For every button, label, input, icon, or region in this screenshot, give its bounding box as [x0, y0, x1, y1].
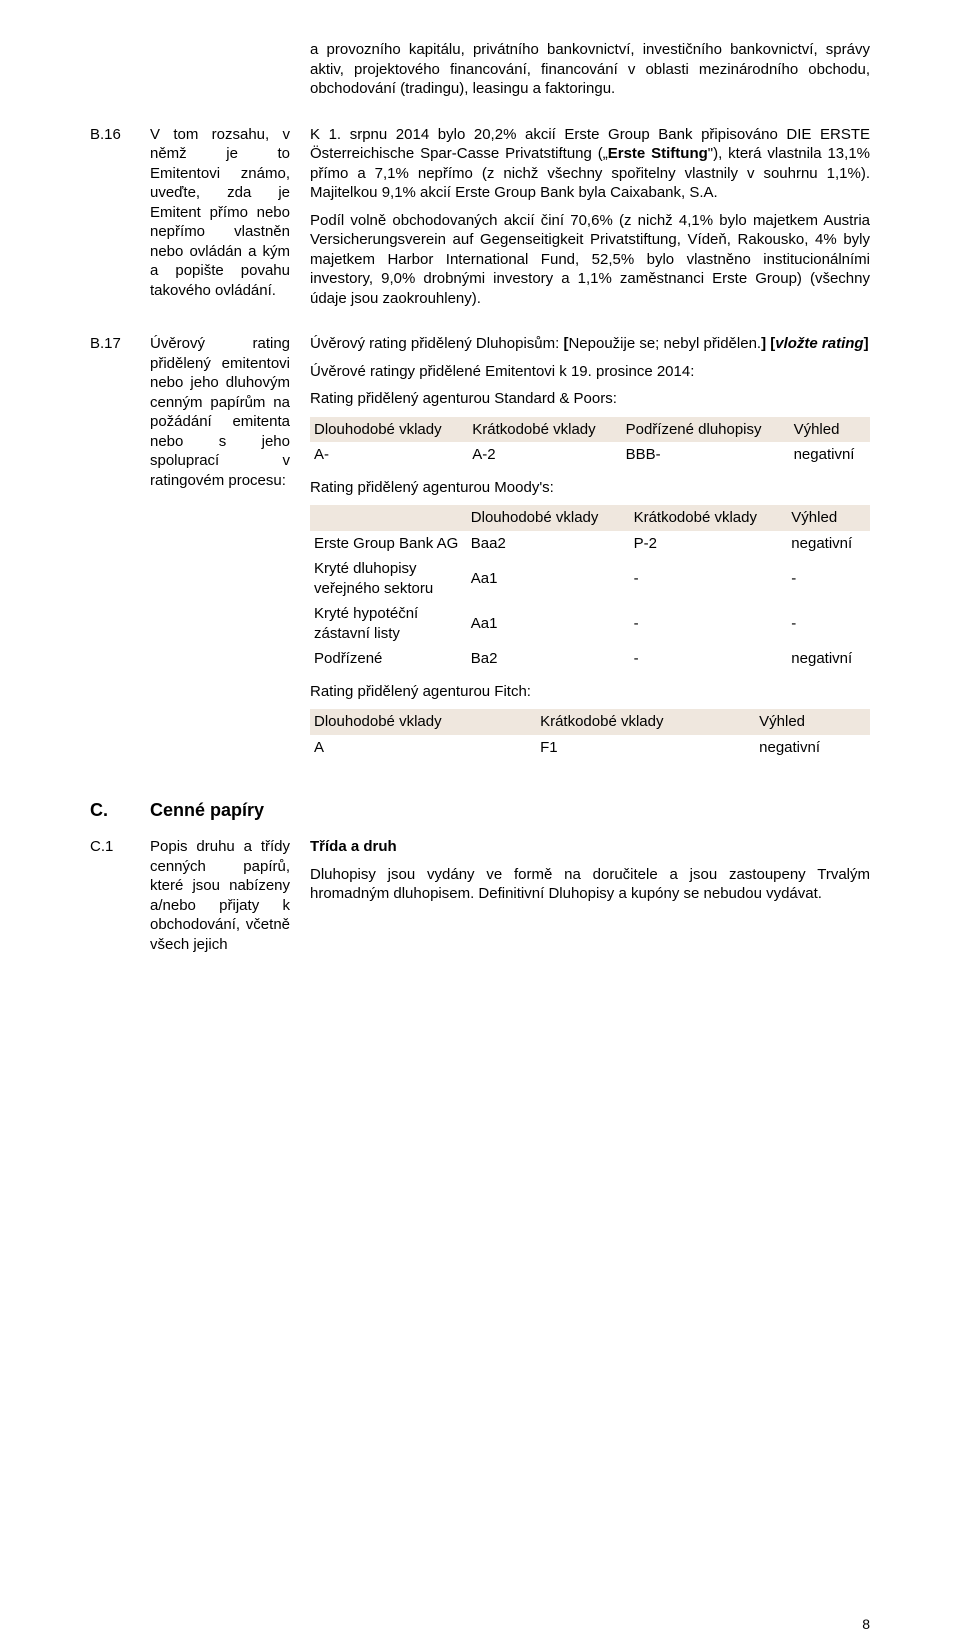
table-row: A F1 negativní: [310, 735, 870, 761]
c1-heading: Třída a druh: [310, 837, 870, 857]
b16-para1-bold: Erste Stiftung: [608, 145, 708, 162]
b17-label: Úvěrový rating přidělený emitentovi nebo…: [150, 334, 310, 490]
m-h1: Dlouhodobé vklady: [467, 505, 630, 531]
table-row: Kryté hypotéční zástavní listy Aa1 - -: [310, 601, 870, 646]
sp-h2: Podřízené dluhopisy: [622, 417, 790, 443]
section-c-title: Cenné papíry: [150, 800, 264, 820]
m-r1c3: -: [787, 556, 870, 601]
f-c2: negativní: [755, 735, 870, 761]
m-r2c2: -: [630, 601, 788, 646]
table-row: A- A-2 BBB- negativní: [310, 442, 870, 468]
c1-label: Popis druhu a třídy cenných papírů, kter…: [150, 837, 310, 954]
b17-line1-italic: vložte rating: [775, 335, 863, 352]
m-r0c1: Baa2: [467, 531, 630, 557]
c1-label-text: Popis druhu a třídy cenných papírů, kter…: [150, 837, 290, 954]
sp-h1: Krátkodobé vklady: [468, 417, 621, 443]
f-h2: Výhled: [755, 709, 870, 735]
b16-row: B.16 V tom rozsahu, v němž je to Emitent…: [90, 125, 870, 317]
m-r1c2: -: [630, 556, 788, 601]
c1-content: Třída a druh Dluhopisy jsou vydány ve fo…: [310, 837, 870, 912]
sp-h3: Výhled: [790, 417, 870, 443]
table-header-row: Dlouhodobé vklady Krátkodobé vklady Výhl…: [310, 709, 870, 735]
b16-content: K 1. srpnu 2014 bylo 20,2% akcií Erste G…: [310, 125, 870, 317]
sp-c2: BBB-: [622, 442, 790, 468]
m-r0c0: Erste Group Bank AG: [310, 531, 467, 557]
b17-line1-pre: Úvěrový rating přidělený Dluhopisům:: [310, 335, 563, 352]
b17-moodys-heading: Rating přidělený agenturou Moody's:: [310, 478, 870, 498]
sp-h0: Dlouhodobé vklady: [310, 417, 468, 443]
m-h2: Krátkodobé vklady: [630, 505, 788, 531]
table-header-row: Dlouhodobé vklady Krátkodobé vklady Výhl…: [310, 505, 870, 531]
section-c-heading: C.Cenné papíry: [90, 800, 870, 821]
b17-line1: Úvěrový rating přidělený Dluhopisům: [ Ne…: [310, 334, 870, 354]
c1-marker: C.1: [90, 837, 150, 857]
intro-paragraph: a provozního kapitálu, privátního bankov…: [310, 40, 870, 99]
sp-c0: A-: [310, 442, 468, 468]
m-r2c1: Aa1: [467, 601, 630, 646]
m-r0c2: P-2: [630, 531, 788, 557]
m-r3c3: negativní: [787, 646, 870, 672]
m-r2c3: -: [787, 601, 870, 646]
sp-c1: A-2: [468, 442, 621, 468]
f-h0: Dlouhodobé vklady: [310, 709, 536, 735]
b16-label: V tom rozsahu, v němž je to Emitentovi z…: [150, 125, 310, 301]
table-header-row: Dlouhodobé vklady Krátkodobé vklady Podř…: [310, 417, 870, 443]
m-r3c0: Podřízené: [310, 646, 467, 672]
intro-content: a provozního kapitálu, privátního bankov…: [310, 40, 870, 107]
table-row: Podřízené Ba2 - negativní: [310, 646, 870, 672]
b17-line2: Úvěrové ratingy přidělené Emitentovi k 1…: [310, 362, 870, 382]
c1-row: C.1 Popis druhu a třídy cenných papírů, …: [90, 837, 870, 954]
intro-row: a provozního kapitálu, privátního bankov…: [90, 40, 870, 107]
b17-sp-heading: Rating přidělený agenturou Standard & Po…: [310, 389, 870, 409]
table-row: Kryté dluhopisy veřejného sektoru Aa1 - …: [310, 556, 870, 601]
b17-label-text: Úvěrový rating přidělený emitentovi nebo…: [150, 334, 290, 490]
m-r3c2: -: [630, 646, 788, 672]
m-r2c0: Kryté hypotéční zástavní listy: [310, 601, 467, 646]
c1-para: Dluhopisy jsou vydány ve formě na doruči…: [310, 865, 870, 904]
moodys-table: Dlouhodobé vklady Krátkodobé vklady Výhl…: [310, 505, 870, 672]
m-r1c0: Kryté dluhopisy veřejného sektoru: [310, 556, 467, 601]
f-c0: A: [310, 735, 536, 761]
b17-line1-close2: ]: [864, 335, 869, 352]
page-number: 8: [862, 1616, 870, 1632]
b17-line1-mid: Nepoužije se; nebyl přidělen.: [568, 335, 761, 352]
fitch-table: Dlouhodobé vklady Krátkodobé vklady Výhl…: [310, 709, 870, 760]
section-c-marker: C.: [90, 800, 150, 821]
m-h0: [310, 505, 467, 531]
b16-label-text: V tom rozsahu, v němž je to Emitentovi z…: [150, 125, 290, 301]
b17-row: B.17 Úvěrový rating přidělený emitentovi…: [90, 334, 870, 770]
b17-fitch-heading: Rating přidělený agenturou Fitch:: [310, 682, 870, 702]
sp-c3: negativní: [790, 442, 870, 468]
f-c1: F1: [536, 735, 755, 761]
m-r1c1: Aa1: [467, 556, 630, 601]
m-r3c1: Ba2: [467, 646, 630, 672]
b17-content: Úvěrový rating přidělený Dluhopisům: [ Ne…: [310, 334, 870, 770]
page: a provozního kapitálu, privátního bankov…: [0, 0, 960, 1652]
sp-table: Dlouhodobé vklady Krátkodobé vklady Podř…: [310, 417, 870, 468]
m-r0c3: negativní: [787, 531, 870, 557]
f-h1: Krátkodobé vklady: [536, 709, 755, 735]
b16-para2: Podíl volně obchodovaných akcií činí 70,…: [310, 211, 870, 309]
b16-marker: B.16: [90, 125, 150, 145]
b17-marker: B.17: [90, 334, 150, 354]
m-h3: Výhled: [787, 505, 870, 531]
b16-para1: K 1. srpnu 2014 bylo 20,2% akcií Erste G…: [310, 125, 870, 203]
b17-line1-open2: [: [766, 335, 775, 352]
table-row: Erste Group Bank AG Baa2 P-2 negativní: [310, 531, 870, 557]
